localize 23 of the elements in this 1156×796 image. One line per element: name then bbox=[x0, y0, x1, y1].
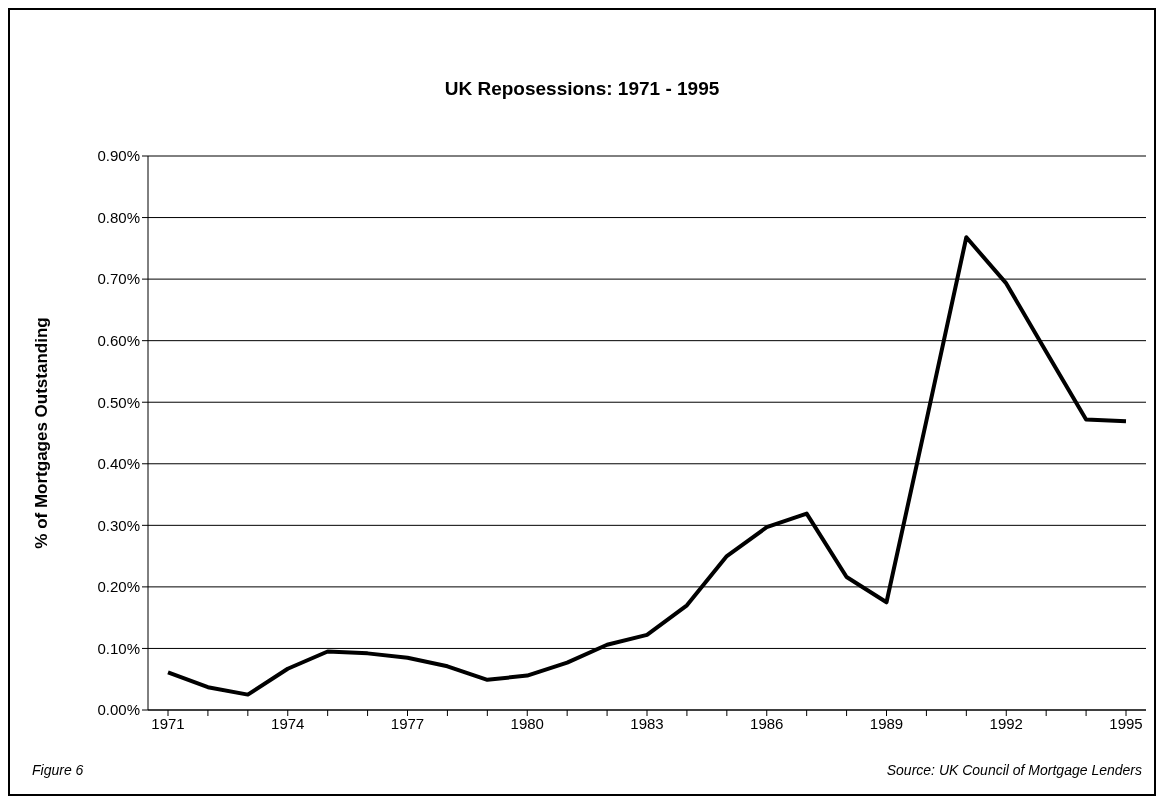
y-axis-title: % of Mortgages Outstanding bbox=[32, 317, 52, 549]
y-tick-label: 0.50% bbox=[97, 393, 140, 411]
x-tick-label: 1992 bbox=[989, 714, 1023, 732]
y-tick-label: 0.80% bbox=[97, 208, 140, 226]
x-tick-label: 1980 bbox=[510, 714, 544, 732]
x-tick-label: 1995 bbox=[1109, 714, 1143, 732]
y-tick-label: 0.40% bbox=[97, 455, 140, 473]
x-tick-label: 1977 bbox=[390, 714, 425, 732]
y-tick-label: 0.20% bbox=[97, 578, 140, 596]
y-tick-label: 0.30% bbox=[97, 516, 140, 534]
caption: Figure 6 bbox=[32, 762, 84, 778]
x-tick-label: 1983 bbox=[630, 714, 664, 732]
x-tick-label: 1986 bbox=[750, 714, 784, 732]
y-tick-label: 0.00% bbox=[97, 701, 140, 719]
y-tick-label: 0.70% bbox=[97, 270, 140, 288]
y-tick-label: 0.10% bbox=[97, 639, 140, 657]
x-tick-label: 1971 bbox=[151, 714, 185, 732]
x-tick-label: 1974 bbox=[271, 714, 305, 732]
source-note: Source: UK Council of Mortgage Lenders bbox=[886, 762, 1142, 778]
y-tick-label: 0.60% bbox=[97, 331, 140, 349]
x-tick-label: 1989 bbox=[869, 714, 904, 732]
y-tick-label: 0.90% bbox=[97, 147, 140, 165]
chart-title: UK Reposessions: 1971 - 1995 bbox=[443, 78, 721, 100]
